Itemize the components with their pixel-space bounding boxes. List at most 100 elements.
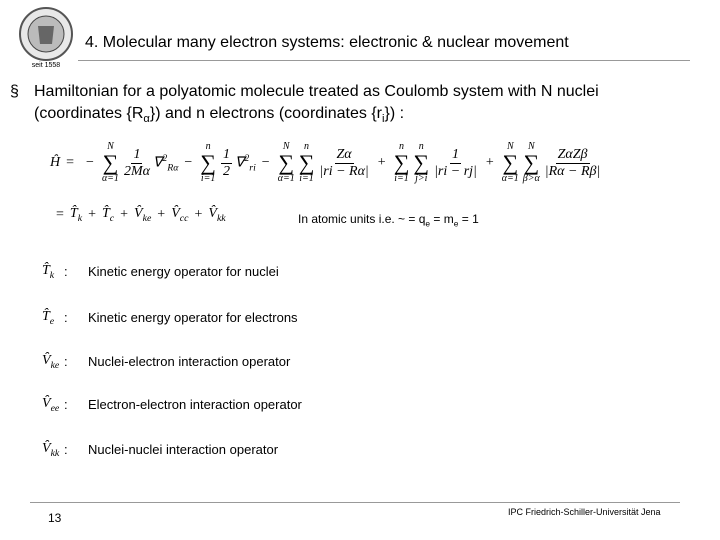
separator: : [64,354,68,370]
denominator: 2Mα [123,163,150,179]
sum-bottom: β>α [522,173,540,184]
sign: − [261,155,270,170]
sum: N ∑ α=1 [102,142,119,184]
sum-bottom: i=1 [299,173,314,184]
op: T̂ [42,263,50,278]
sum: N ∑ α=1 [502,142,519,184]
op-sub: k [49,269,55,281]
operator: T̂c [102,206,114,224]
equals: = [56,206,64,222]
index: Rα [167,162,179,174]
units-note: In atomic units i.e. ~ = qe = me = 1 [298,212,479,228]
op-sub: e [49,315,55,327]
sum-top: n [205,141,211,152]
page-number: 13 [48,511,62,525]
note-text: = m [430,212,454,226]
plus: + [120,206,129,222]
operator-row: T̂k: Kinetic energy operator for nuclei [42,263,279,281]
logo: seit 1558 [19,7,73,69]
intro-line: (coordinates {Rα}) and n electrons (coor… [34,105,404,125]
footer-rule [30,502,680,503]
sum: n ∑ i=1 [299,142,315,184]
op-sub: k [77,212,83,224]
separator: : [64,442,68,458]
note-text: e [425,218,431,229]
nabla: ∇ [234,155,245,171]
intro-text: }) : [384,105,405,122]
sum-symbol: ∑ [278,150,295,175]
op: V̂ [208,206,217,221]
denominator: |Rα − Rβ| [544,163,601,179]
sum: n ∑ i=1 [200,142,216,184]
intro-text: i [382,113,385,126]
sum-symbol: ∑ [102,150,119,175]
sum: n ∑ i=1 [394,142,410,184]
sum-symbol: ∑ [413,150,430,175]
numerator: ZαZβ [555,147,590,164]
plus: + [157,206,166,222]
sum-symbol: ∑ [393,150,410,175]
sum-symbol: ∑ [502,150,519,175]
operator-row: T̂e: Kinetic energy operator for electron… [42,309,298,327]
sum-top: N [506,141,514,152]
sum-top: N [107,141,114,152]
operator: V̂kk [208,206,225,224]
sum-bottom: j>i [415,173,428,184]
description: Nuclei-electron interaction operator [88,354,291,370]
operator-row: V̂ee: Electron-electron interaction opera… [42,396,302,414]
title: 4. Molecular many electron systems: elec… [85,34,569,51]
operator: V̂ke [134,206,151,224]
description: Electron-electron interaction operator [88,397,302,413]
sum-bottom: i=1 [394,173,409,184]
separator: : [64,397,68,413]
index: ri [249,162,256,174]
sign: + [377,155,386,170]
operator: T̂k [70,206,82,224]
sign: − [86,155,94,170]
op: T̂ [69,206,78,221]
sum-top: N [527,141,535,152]
operator: ∇2Rα [153,153,178,173]
description: Nuclei-nuclei interaction operator [88,442,279,458]
power: 2 [244,152,250,164]
fraction: Zα |ri − Rα| [319,147,368,179]
bullet: § [10,83,19,100]
op: T̂ [101,206,110,221]
sign: − [184,155,193,170]
power: 2 [162,152,168,164]
sum-top: n [304,141,310,152]
sum-bottom: i=1 [200,173,216,184]
intro-text: (coordinates {R [34,105,144,122]
operator-row: V̂ke: Nuclei-electron interaction operato… [42,353,290,371]
op: V̂ [42,353,51,368]
symbol: T̂e [42,309,64,327]
op-sub: kk [216,212,226,224]
sum-top: n [418,141,424,152]
intro-text: }) and n electrons (coordinates {r [149,105,382,122]
operator: V̂cc [171,206,188,224]
note-text: = 1 [458,212,479,226]
equals: = [66,155,75,170]
note-text: e [453,218,459,229]
sum-bottom: α=1 [501,173,519,184]
op: V̂ [42,441,51,456]
op: V̂ [134,206,143,221]
op: V̂ [171,206,180,221]
op-sub: c [109,212,115,224]
sum-bottom: α=1 [277,173,295,184]
separator: : [64,264,68,280]
operator: ∇2ri [235,153,256,173]
symbol: V̂ee [42,396,64,414]
sum-top: N [282,141,290,152]
op: T̂ [42,309,50,324]
sum: N ∑ β>α [523,142,540,184]
description: Kinetic energy operator for electrons [88,310,298,326]
sign: + [485,155,494,170]
logo-caption: seit 1558 [32,62,61,69]
equation: = T̂k + T̂c + V̂ke + V̂cc + V̂kk [50,206,226,224]
nabla: ∇ [152,155,163,171]
description: Kinetic energy operator for nuclei [88,264,279,280]
intro-line: Hamiltonian for a polyatomic molecule tr… [34,83,599,100]
numerator: 1 [449,147,461,164]
